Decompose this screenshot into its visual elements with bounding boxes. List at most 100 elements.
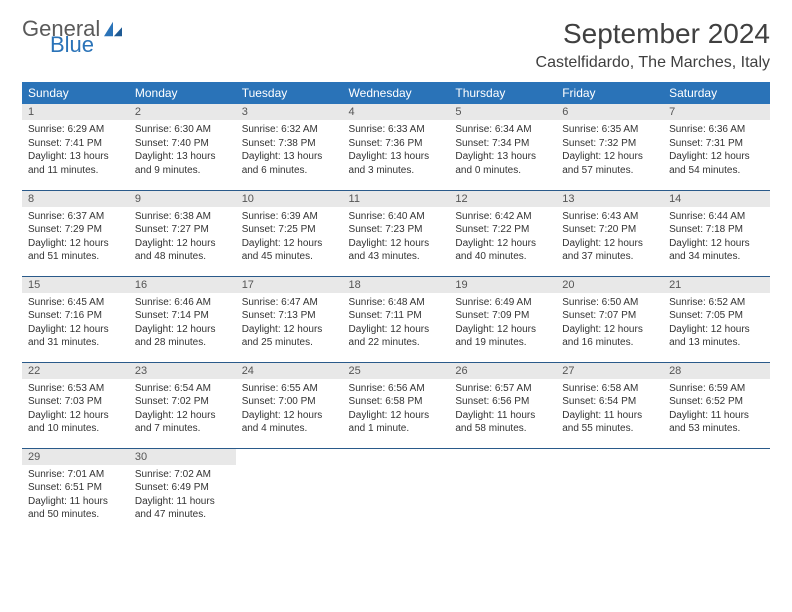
- daylight-line: Daylight: 12 hours and 31 minutes.: [28, 323, 123, 350]
- day-cell: 1Sunrise: 6:29 AMSunset: 7:41 PMDaylight…: [22, 104, 129, 190]
- sunrise-line: Sunrise: 6:33 AM: [349, 123, 444, 137]
- daylight-line: Daylight: 13 hours and 3 minutes.: [349, 150, 444, 177]
- day-details: Sunrise: 6:44 AMSunset: 7:18 PMDaylight:…: [663, 207, 770, 268]
- day-cell: 27Sunrise: 6:58 AMSunset: 6:54 PMDayligh…: [556, 362, 663, 448]
- day-cell: 17Sunrise: 6:47 AMSunset: 7:13 PMDayligh…: [236, 276, 343, 362]
- day-details: Sunrise: 6:38 AMSunset: 7:27 PMDaylight:…: [129, 207, 236, 268]
- daylight-line: Daylight: 12 hours and 1 minute.: [349, 409, 444, 436]
- sunset-line: Sunset: 7:11 PM: [349, 309, 444, 323]
- daylight-line: Daylight: 13 hours and 0 minutes.: [455, 150, 550, 177]
- sunrise-line: Sunrise: 6:55 AM: [242, 382, 337, 396]
- sunset-line: Sunset: 6:54 PM: [562, 395, 657, 409]
- sunrise-line: Sunrise: 6:50 AM: [562, 296, 657, 310]
- day-number: 28: [663, 363, 770, 379]
- daylight-line: Daylight: 12 hours and 34 minutes.: [669, 237, 764, 264]
- day-number: 21: [663, 277, 770, 293]
- daylight-line: Daylight: 12 hours and 43 minutes.: [349, 237, 444, 264]
- calendar-row: 22Sunrise: 6:53 AMSunset: 7:03 PMDayligh…: [22, 362, 770, 448]
- day-number: 7: [663, 104, 770, 120]
- sunrise-line: Sunrise: 7:02 AM: [135, 468, 230, 482]
- weekday-header: Sunday: [22, 82, 129, 104]
- day-cell: [236, 448, 343, 534]
- day-details: Sunrise: 6:37 AMSunset: 7:29 PMDaylight:…: [22, 207, 129, 268]
- sunrise-line: Sunrise: 6:39 AM: [242, 210, 337, 224]
- day-cell: 26Sunrise: 6:57 AMSunset: 6:56 PMDayligh…: [449, 362, 556, 448]
- day-details: Sunrise: 6:53 AMSunset: 7:03 PMDaylight:…: [22, 379, 129, 440]
- day-cell: 29Sunrise: 7:01 AMSunset: 6:51 PMDayligh…: [22, 448, 129, 534]
- day-cell: [663, 448, 770, 534]
- title-block: September 2024 Castelfidardo, The Marche…: [536, 18, 770, 72]
- sunset-line: Sunset: 7:22 PM: [455, 223, 550, 237]
- weekday-header: Tuesday: [236, 82, 343, 104]
- sunset-line: Sunset: 6:49 PM: [135, 481, 230, 495]
- sunset-line: Sunset: 7:38 PM: [242, 137, 337, 151]
- sunrise-line: Sunrise: 6:45 AM: [28, 296, 123, 310]
- day-cell: 2Sunrise: 6:30 AMSunset: 7:40 PMDaylight…: [129, 104, 236, 190]
- sunrise-line: Sunrise: 7:01 AM: [28, 468, 123, 482]
- daylight-line: Daylight: 12 hours and 40 minutes.: [455, 237, 550, 264]
- day-number: 11: [343, 191, 450, 207]
- daylight-line: Daylight: 12 hours and 48 minutes.: [135, 237, 230, 264]
- sunrise-line: Sunrise: 6:58 AM: [562, 382, 657, 396]
- sunrise-line: Sunrise: 6:35 AM: [562, 123, 657, 137]
- day-cell: 8Sunrise: 6:37 AMSunset: 7:29 PMDaylight…: [22, 190, 129, 276]
- day-details: Sunrise: 6:46 AMSunset: 7:14 PMDaylight:…: [129, 293, 236, 354]
- sunset-line: Sunset: 7:40 PM: [135, 137, 230, 151]
- day-number: 17: [236, 277, 343, 293]
- sunrise-line: Sunrise: 6:36 AM: [669, 123, 764, 137]
- day-cell: 18Sunrise: 6:48 AMSunset: 7:11 PMDayligh…: [343, 276, 450, 362]
- weekday-header: Monday: [129, 82, 236, 104]
- calendar-table: Sunday Monday Tuesday Wednesday Thursday…: [22, 82, 770, 534]
- day-details: Sunrise: 6:49 AMSunset: 7:09 PMDaylight:…: [449, 293, 556, 354]
- day-details: Sunrise: 7:01 AMSunset: 6:51 PMDaylight:…: [22, 465, 129, 526]
- day-number: 1: [22, 104, 129, 120]
- day-number: 3: [236, 104, 343, 120]
- sunset-line: Sunset: 7:09 PM: [455, 309, 550, 323]
- daylight-line: Daylight: 11 hours and 58 minutes.: [455, 409, 550, 436]
- day-cell: 25Sunrise: 6:56 AMSunset: 6:58 PMDayligh…: [343, 362, 450, 448]
- sunrise-line: Sunrise: 6:47 AM: [242, 296, 337, 310]
- sunset-line: Sunset: 7:27 PM: [135, 223, 230, 237]
- daylight-line: Daylight: 12 hours and 10 minutes.: [28, 409, 123, 436]
- sunset-line: Sunset: 7:00 PM: [242, 395, 337, 409]
- daylight-line: Daylight: 13 hours and 11 minutes.: [28, 150, 123, 177]
- sunrise-line: Sunrise: 6:34 AM: [455, 123, 550, 137]
- day-number: 25: [343, 363, 450, 379]
- daylight-line: Daylight: 12 hours and 45 minutes.: [242, 237, 337, 264]
- sunset-line: Sunset: 7:20 PM: [562, 223, 657, 237]
- day-details: Sunrise: 6:59 AMSunset: 6:52 PMDaylight:…: [663, 379, 770, 440]
- sunrise-line: Sunrise: 6:56 AM: [349, 382, 444, 396]
- daylight-line: Daylight: 12 hours and 57 minutes.: [562, 150, 657, 177]
- day-details: Sunrise: 6:40 AMSunset: 7:23 PMDaylight:…: [343, 207, 450, 268]
- sunset-line: Sunset: 7:36 PM: [349, 137, 444, 151]
- day-number: 4: [343, 104, 450, 120]
- weekday-header: Wednesday: [343, 82, 450, 104]
- day-details: Sunrise: 6:39 AMSunset: 7:25 PMDaylight:…: [236, 207, 343, 268]
- sunrise-line: Sunrise: 6:49 AM: [455, 296, 550, 310]
- day-cell: 28Sunrise: 6:59 AMSunset: 6:52 PMDayligh…: [663, 362, 770, 448]
- day-details: Sunrise: 6:32 AMSunset: 7:38 PMDaylight:…: [236, 120, 343, 181]
- logo-text-blue: Blue: [50, 34, 124, 56]
- sunset-line: Sunset: 7:03 PM: [28, 395, 123, 409]
- sunset-line: Sunset: 7:25 PM: [242, 223, 337, 237]
- day-number: 23: [129, 363, 236, 379]
- day-cell: 6Sunrise: 6:35 AMSunset: 7:32 PMDaylight…: [556, 104, 663, 190]
- daylight-line: Daylight: 12 hours and 28 minutes.: [135, 323, 230, 350]
- day-number: 29: [22, 449, 129, 465]
- daylight-line: Daylight: 12 hours and 25 minutes.: [242, 323, 337, 350]
- day-number: 16: [129, 277, 236, 293]
- daylight-line: Daylight: 12 hours and 51 minutes.: [28, 237, 123, 264]
- day-cell: 23Sunrise: 6:54 AMSunset: 7:02 PMDayligh…: [129, 362, 236, 448]
- daylight-line: Daylight: 11 hours and 50 minutes.: [28, 495, 123, 522]
- month-title: September 2024: [536, 18, 770, 50]
- day-cell: 12Sunrise: 6:42 AMSunset: 7:22 PMDayligh…: [449, 190, 556, 276]
- calendar-row: 29Sunrise: 7:01 AMSunset: 6:51 PMDayligh…: [22, 448, 770, 534]
- sunrise-line: Sunrise: 6:52 AM: [669, 296, 764, 310]
- day-number: 9: [129, 191, 236, 207]
- day-details: Sunrise: 7:02 AMSunset: 6:49 PMDaylight:…: [129, 465, 236, 526]
- day-details: Sunrise: 6:50 AMSunset: 7:07 PMDaylight:…: [556, 293, 663, 354]
- day-number: 10: [236, 191, 343, 207]
- daylight-line: Daylight: 13 hours and 6 minutes.: [242, 150, 337, 177]
- day-details: Sunrise: 6:54 AMSunset: 7:02 PMDaylight:…: [129, 379, 236, 440]
- day-details: Sunrise: 6:47 AMSunset: 7:13 PMDaylight:…: [236, 293, 343, 354]
